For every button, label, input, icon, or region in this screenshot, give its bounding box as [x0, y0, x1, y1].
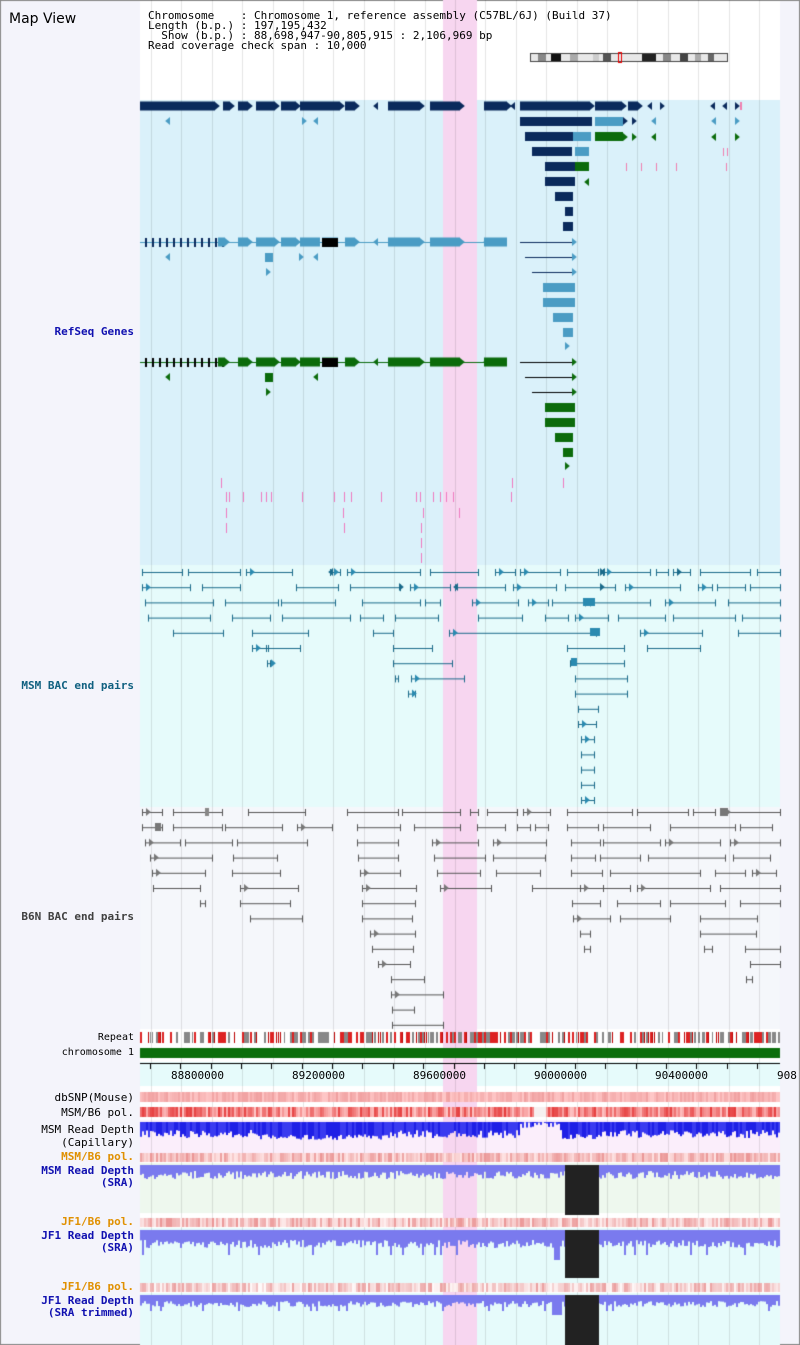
info-coverage-span: Read coverage check span : 10,000 — [148, 39, 367, 52]
track-label-msm-b6-pol[interactable]: MSM/B6 pol. — [61, 1106, 134, 1119]
track-label-repeat[interactable]: Repeat — [97, 1032, 134, 1043]
track-label-msm-depth-sra[interactable]: MSM Read Depth (SRA) — [41, 1164, 134, 1189]
track-label-msm-b6-pol-2[interactable]: MSM/B6 pol. — [61, 1150, 134, 1163]
axis-tick-label: 89600000 — [413, 1069, 466, 1082]
info-show-range: Show (b.p.) : 88,698,947-90,805,915 : 2,… — [148, 29, 493, 42]
info-length: Length (b.p.) : 197,195,432 — [148, 19, 327, 32]
axis-tick-label: 90400000 — [655, 1069, 708, 1082]
page-title: Map View — [9, 11, 77, 27]
track-label-jf1-b6-pol-2[interactable]: JF1/B6 pol. — [61, 1280, 134, 1293]
track-label-jf1-b6-pol[interactable]: JF1/B6 pol. — [61, 1215, 134, 1228]
axis-tick-label: 88800000 — [171, 1069, 224, 1082]
info-chromosome: Chromosome : Chromosome 1, reference ass… — [148, 9, 612, 22]
track-label-chromosome[interactable]: chromosome 1 — [61, 1047, 134, 1058]
track-label-jf1-depth-trimmed[interactable]: JF1 Read Depth (SRA trimmed) — [41, 1294, 134, 1319]
track-label-dbsnp[interactable]: dbSNP(Mouse) — [54, 1091, 134, 1104]
axis-tick-label: 89200000 — [292, 1069, 345, 1082]
track-label-msm-bac[interactable]: MSM BAC end pairs — [21, 679, 134, 692]
track-label-b6n-bac[interactable]: B6N BAC end pairs — [21, 910, 134, 923]
axis-tick-label: 908 — [777, 1069, 797, 1082]
track-label-msm-depth-capillary[interactable]: MSM Read Depth (Capillary) — [41, 1123, 134, 1149]
axis-tick-label: 90000000 — [534, 1069, 587, 1082]
track-label-refseq[interactable]: RefSeq Genes — [54, 325, 134, 338]
track-label-jf1-depth-sra[interactable]: JF1 Read Depth (SRA) — [41, 1229, 134, 1254]
chromosome-info: Chromosome : Chromosome 1, reference ass… — [148, 9, 612, 52]
chromosome-ideogram[interactable] — [530, 53, 728, 63]
